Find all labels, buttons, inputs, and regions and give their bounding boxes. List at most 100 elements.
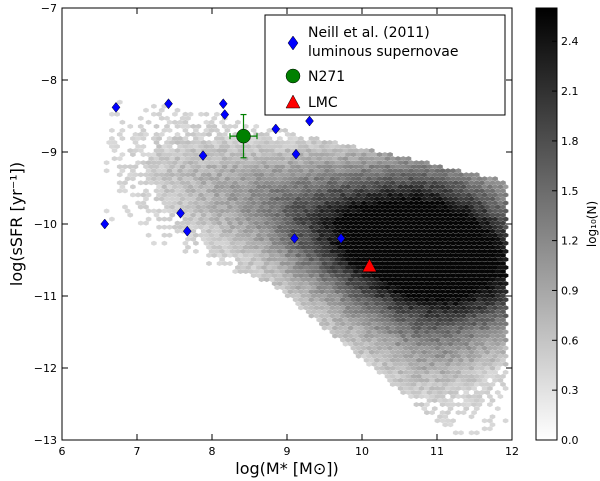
hexbin-cell [421, 220, 428, 226]
hexbin-cell [502, 313, 509, 319]
hexbin-cell [376, 337, 383, 343]
hexbin-cell [282, 265, 288, 270]
hexbin-cell [130, 176, 136, 182]
hexbin-cell [355, 152, 362, 158]
colorbar-tick-label: 0.6 [561, 334, 579, 347]
hexbin-cell [185, 188, 191, 194]
hexbin-cell [151, 160, 157, 166]
hexbin-cell [334, 184, 341, 190]
hexbin-cell [389, 228, 396, 234]
hexbin-cell [266, 127, 273, 133]
hexbin-cell [452, 381, 459, 387]
hexbin-cell [484, 325, 491, 331]
hexbin-cell [305, 277, 312, 283]
hexbin-cell [416, 188, 422, 194]
hexbin-cell [479, 285, 485, 291]
hexbin-cell [140, 144, 147, 149]
hexbin-cell [418, 361, 425, 367]
hexbin-cell [334, 240, 341, 246]
hexbin-cell [208, 184, 215, 190]
hexbin-cell [387, 345, 393, 351]
hexbin-cell [384, 269, 391, 274]
hexbin-cell [439, 248, 446, 254]
hexbin-cell [418, 232, 425, 238]
hexbin-cell [216, 236, 223, 242]
hexbin-cell [500, 309, 506, 315]
hexbin-cell [308, 200, 315, 206]
hexbin-cell [361, 232, 367, 238]
hexbin-cell [384, 220, 391, 226]
hexbin-cell [319, 273, 325, 279]
hexbin-cell [161, 240, 168, 246]
hexbin-cell [358, 325, 365, 331]
hexbin-cell [413, 385, 420, 391]
hexbin-cell [269, 140, 275, 145]
hexbin-cell [345, 321, 351, 327]
hexbin-cell [442, 180, 449, 186]
hexbin-cell [463, 196, 470, 202]
hexbin-cell [458, 293, 464, 299]
hexbin-cell [248, 244, 254, 250]
hexbin-cell [473, 220, 480, 226]
hexbin-cell [347, 317, 354, 323]
hexbin-cell [274, 228, 281, 234]
hexbin-cell [193, 216, 199, 222]
hexbin-cell [182, 240, 189, 246]
hexbin-cell [261, 265, 267, 270]
hexbin-cell [471, 345, 477, 351]
hexbin-cell [329, 248, 336, 254]
hexbin-cell [416, 317, 422, 323]
hexbin-cell [500, 188, 506, 194]
hexbin-cell [316, 301, 323, 307]
hexbin-cell [127, 212, 134, 218]
hexbin-cell [248, 148, 254, 154]
hexbin-cell [237, 269, 244, 274]
hexbin-cell [439, 394, 446, 399]
hexbin-cell [235, 200, 241, 206]
hexbin-cell [284, 140, 291, 145]
hexbin-cell [279, 244, 286, 250]
hexbin-cell [484, 244, 491, 250]
hexbin-cell [382, 248, 388, 254]
hexbin-cell [429, 224, 435, 230]
hexbin-cell [242, 180, 249, 186]
hexbin-cell [279, 164, 286, 170]
hexbin-cell [208, 119, 215, 125]
hexbin-cell [455, 265, 462, 270]
hexbin-cell [347, 333, 354, 339]
hexbin-cell [426, 228, 433, 234]
hexbin-cell [366, 297, 372, 303]
hexbin-cell [452, 212, 459, 218]
hexbin-cell [250, 144, 257, 149]
hexbin-cell [481, 265, 488, 270]
hexbin-cell [174, 148, 181, 154]
hexbin-cell [242, 252, 249, 258]
hexbin-cell [382, 297, 388, 303]
hexbin-cell [368, 196, 375, 202]
hexbin-cell [166, 224, 173, 230]
hexbin-cell [319, 256, 325, 262]
hexbin-cell [445, 377, 451, 383]
hexbin-cell [353, 333, 359, 339]
hexbin-cell [410, 269, 417, 274]
hexbin-cell [179, 172, 186, 178]
hexbin-cell [466, 321, 472, 327]
hexbin-cell [216, 261, 223, 266]
hexbin-cell [468, 212, 475, 218]
hexbin-cell [500, 277, 506, 283]
hexbin-cell [227, 204, 233, 210]
hexbin-cell [363, 341, 370, 347]
hexbin-cell [376, 168, 383, 174]
hexbin-cell [473, 172, 480, 178]
hexbin-cell [382, 168, 388, 174]
hexbin-cell [300, 196, 307, 202]
hexbin-cell [473, 333, 480, 339]
hexbin-cell [242, 244, 249, 250]
hexbin-cell [227, 164, 233, 170]
hexbin-cell [397, 192, 404, 198]
hexbin-cell [321, 244, 328, 250]
hexbin-cell [494, 196, 501, 202]
hexbin-cell [353, 180, 359, 186]
hexbin-cell [439, 345, 446, 351]
hexbin-cell [421, 204, 428, 210]
